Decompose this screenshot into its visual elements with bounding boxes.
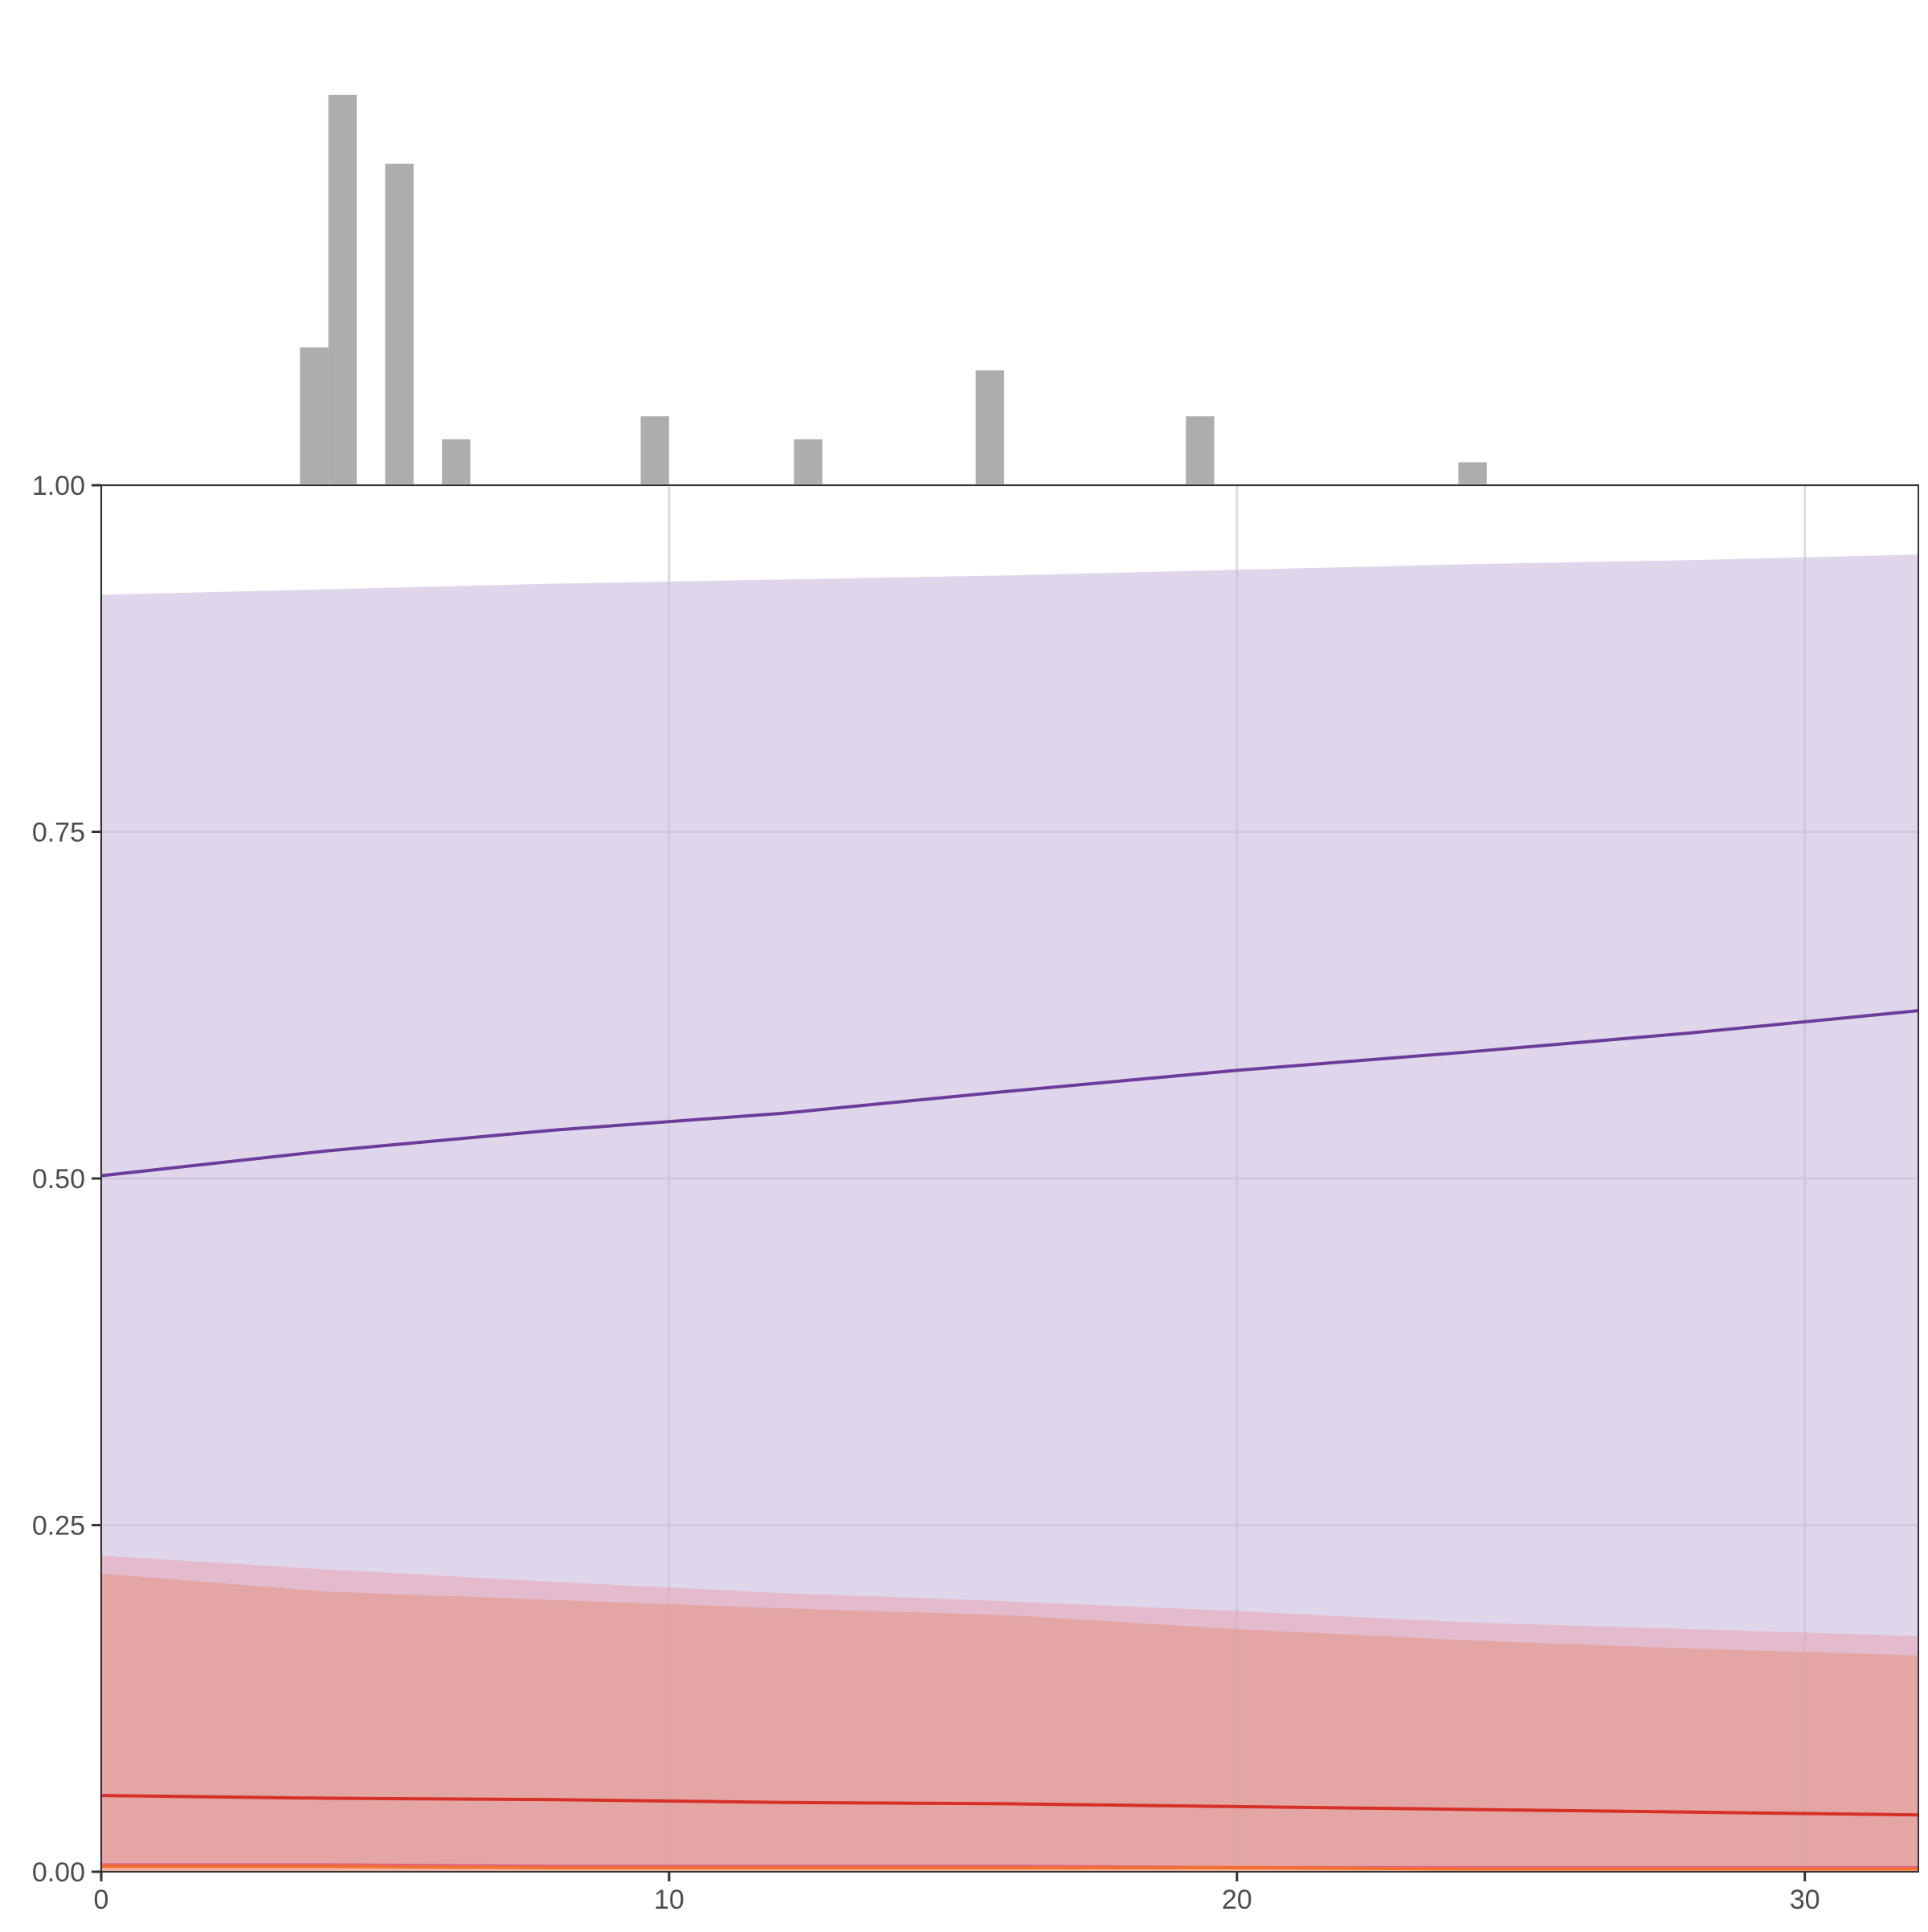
- histogram-bar: [328, 95, 357, 485]
- y-tick-label: 0.00: [32, 1857, 85, 1888]
- y-tick-label: 0.25: [32, 1511, 85, 1542]
- series-line: [100, 1794, 1919, 1817]
- x-tick-label: 10: [654, 1885, 684, 1915]
- confidence-band: [101, 1573, 1918, 1872]
- y-tick-label: 0.50: [32, 1164, 85, 1195]
- confidence-band: [101, 554, 1918, 1872]
- histogram-bar: [442, 439, 471, 485]
- histogram-bar: [975, 370, 1004, 485]
- histogram-bar: [385, 163, 414, 485]
- histogram-bar: [794, 439, 823, 485]
- axes: 0.00 0.25 0.50 0.75 1.00 0 10 20 30: [32, 471, 1919, 1915]
- y-tick-label: 1.00: [32, 471, 85, 501]
- series-line: [100, 1009, 1919, 1178]
- series-lines: [100, 1009, 1919, 1871]
- y-tick-label: 0.75: [32, 818, 85, 848]
- histogram: [300, 95, 1487, 485]
- histogram-bar: [300, 347, 329, 485]
- histogram-bar: [1458, 462, 1487, 485]
- x-tick-label: 0: [94, 1885, 109, 1915]
- x-tick-label: 30: [1790, 1885, 1820, 1915]
- x-tick-label: 20: [1222, 1885, 1252, 1915]
- histogram-bar: [1186, 416, 1215, 485]
- confidence-bands: [101, 554, 1918, 1872]
- histogram-bar: [640, 416, 669, 485]
- series-line: [101, 1865, 1918, 1871]
